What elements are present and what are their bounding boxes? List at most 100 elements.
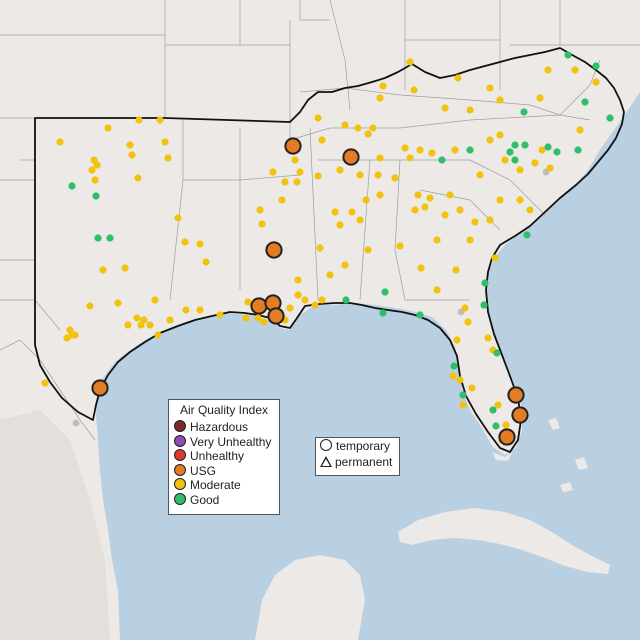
site-marker[interactable]: [451, 146, 459, 154]
site-marker[interactable]: [331, 208, 339, 216]
site-marker[interactable]: [124, 321, 132, 329]
site-marker[interactable]: [71, 331, 79, 339]
site-marker[interactable]: [318, 136, 326, 144]
site-marker[interactable]: [356, 216, 364, 224]
site-marker[interactable]: [164, 154, 172, 162]
site-marker[interactable]: [571, 66, 579, 74]
site-marker[interactable]: [489, 406, 497, 414]
site-marker[interactable]: [456, 376, 464, 384]
site-marker[interactable]: [133, 314, 141, 322]
site-marker[interactable]: [520, 108, 528, 116]
site-marker[interactable]: [342, 148, 360, 166]
site-marker[interactable]: [486, 216, 494, 224]
site-marker[interactable]: [341, 261, 349, 269]
site-marker[interactable]: [546, 164, 554, 172]
site-marker[interactable]: [592, 62, 600, 70]
site-marker[interactable]: [293, 178, 301, 186]
site-marker[interactable]: [511, 156, 519, 164]
site-marker[interactable]: [294, 291, 302, 299]
site-marker[interactable]: [493, 349, 501, 357]
site-marker[interactable]: [464, 318, 472, 326]
site-marker[interactable]: [126, 141, 134, 149]
site-marker[interactable]: [91, 176, 99, 184]
site-marker[interactable]: [516, 196, 524, 204]
site-marker[interactable]: [574, 146, 582, 154]
site-marker[interactable]: [284, 137, 302, 155]
site-marker[interactable]: [216, 311, 224, 319]
site-marker[interactable]: [501, 156, 509, 164]
site-marker[interactable]: [166, 316, 174, 324]
site-marker[interactable]: [336, 166, 344, 174]
site-marker[interactable]: [449, 372, 457, 380]
site-marker[interactable]: [426, 194, 434, 202]
site-marker[interactable]: [491, 254, 499, 262]
site-marker[interactable]: [411, 206, 419, 214]
site-marker[interactable]: [258, 220, 266, 228]
site-marker[interactable]: [242, 314, 250, 322]
site-marker[interactable]: [88, 166, 96, 174]
site-marker[interactable]: [99, 266, 107, 274]
site-marker[interactable]: [486, 84, 494, 92]
site-marker[interactable]: [336, 221, 344, 229]
site-marker[interactable]: [521, 141, 529, 149]
site-marker[interactable]: [104, 124, 112, 132]
site-marker[interactable]: [196, 240, 204, 248]
site-marker[interactable]: [553, 148, 561, 156]
site-marker[interactable]: [114, 299, 122, 307]
site-marker[interactable]: [314, 172, 322, 180]
site-marker[interactable]: [286, 304, 294, 312]
site-marker[interactable]: [516, 166, 524, 174]
site-marker[interactable]: [128, 151, 136, 159]
site-marker[interactable]: [441, 104, 449, 112]
site-marker[interactable]: [506, 148, 514, 156]
site-marker[interactable]: [492, 422, 500, 430]
site-marker[interactable]: [154, 331, 162, 339]
site-marker[interactable]: [72, 419, 80, 427]
site-marker[interactable]: [356, 171, 364, 179]
site-marker[interactable]: [91, 379, 109, 397]
site-marker[interactable]: [406, 58, 414, 66]
site-marker[interactable]: [433, 286, 441, 294]
site-marker[interactable]: [450, 362, 458, 370]
site-marker[interactable]: [161, 138, 169, 146]
site-marker[interactable]: [348, 208, 356, 216]
site-marker[interactable]: [523, 231, 531, 239]
site-marker[interactable]: [364, 130, 372, 138]
site-marker[interactable]: [484, 334, 492, 342]
site-marker[interactable]: [354, 124, 362, 132]
site-marker[interactable]: [544, 66, 552, 74]
site-marker[interactable]: [576, 126, 584, 134]
site-marker[interactable]: [581, 98, 589, 106]
site-marker[interactable]: [146, 321, 154, 329]
site-marker[interactable]: [459, 391, 467, 399]
site-marker[interactable]: [416, 146, 424, 154]
site-marker[interactable]: [156, 116, 164, 124]
site-marker[interactable]: [256, 206, 264, 214]
site-marker[interactable]: [536, 94, 544, 102]
site-marker[interactable]: [376, 191, 384, 199]
site-marker[interactable]: [381, 288, 389, 296]
site-marker[interactable]: [278, 196, 286, 204]
site-marker[interactable]: [526, 206, 534, 214]
site-marker[interactable]: [244, 298, 252, 306]
site-marker[interactable]: [135, 116, 143, 124]
site-marker[interactable]: [446, 191, 454, 199]
site-marker[interactable]: [410, 86, 418, 94]
site-marker[interactable]: [507, 386, 525, 404]
site-marker[interactable]: [461, 304, 469, 312]
site-marker[interactable]: [202, 258, 210, 266]
site-marker[interactable]: [369, 124, 377, 132]
site-marker[interactable]: [454, 74, 462, 82]
site-marker[interactable]: [294, 276, 302, 284]
site-marker[interactable]: [511, 406, 529, 424]
site-marker[interactable]: [459, 401, 467, 409]
site-marker[interactable]: [121, 264, 129, 272]
site-marker[interactable]: [453, 336, 461, 344]
site-marker[interactable]: [452, 266, 460, 274]
site-marker[interactable]: [401, 144, 409, 152]
site-marker[interactable]: [174, 214, 182, 222]
site-marker[interactable]: [538, 146, 546, 154]
site-marker[interactable]: [364, 246, 372, 254]
site-marker[interactable]: [417, 264, 425, 272]
site-marker[interactable]: [376, 154, 384, 162]
